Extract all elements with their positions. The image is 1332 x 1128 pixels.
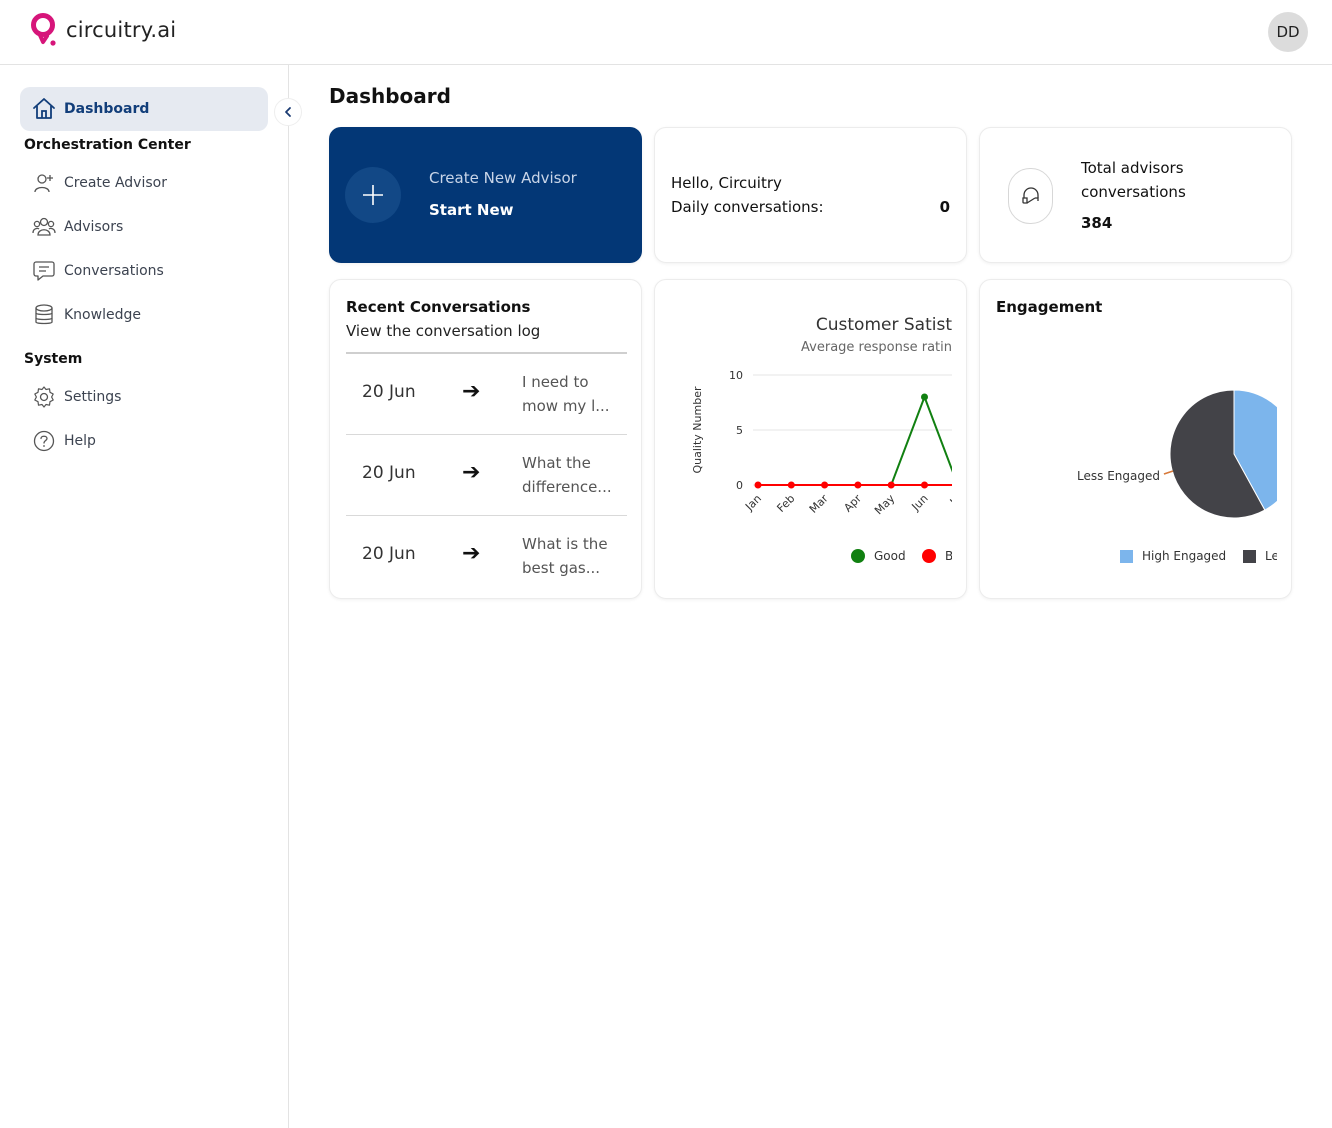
conversation-preview: I need to mow my l... bbox=[522, 373, 610, 415]
pie-slice-less-engaged bbox=[1169, 389, 1266, 519]
start-new-link[interactable]: Start New bbox=[429, 201, 514, 219]
users-icon bbox=[32, 215, 56, 239]
greeting-card: Hello, Circuitry Daily conversations: 0 bbox=[654, 127, 967, 263]
avatar[interactable]: DD bbox=[1268, 12, 1308, 52]
chart-title: Customer Satist bbox=[816, 315, 952, 335]
conversation-date: 20 Jun bbox=[362, 382, 416, 402]
legend-marker bbox=[1243, 550, 1256, 563]
x-tick-label: Feb bbox=[774, 492, 797, 515]
data-point bbox=[854, 481, 862, 489]
arrow-right-icon: ➔ bbox=[462, 460, 481, 485]
chevron-left-icon bbox=[285, 107, 291, 117]
recent-conversations-title: Recent Conversations bbox=[346, 298, 531, 316]
total-conversations-label: Total advisors conversations bbox=[1081, 159, 1186, 201]
section-title-system: System bbox=[24, 351, 83, 367]
y-tick-label: 0 bbox=[736, 479, 743, 492]
pie-data-label: Less Engaged bbox=[1077, 469, 1160, 483]
greeting-text: Hello, Circuitry bbox=[671, 174, 782, 192]
conversation-row[interactable]: 20 Jun ➔ What is the best gas... bbox=[346, 516, 627, 597]
total-conversations-value: 384 bbox=[1081, 214, 1113, 232]
x-tick-label: Jan bbox=[742, 492, 764, 514]
plus-icon bbox=[345, 167, 401, 223]
data-point bbox=[787, 481, 795, 489]
x-tick-label: Apr bbox=[841, 492, 864, 515]
sidebar-item-conversations[interactable]: Conversations bbox=[20, 249, 268, 293]
sidebar-item-label: Advisors bbox=[64, 219, 124, 235]
legend-item: Good bbox=[874, 549, 906, 563]
data-point bbox=[821, 481, 829, 489]
y-axis-label: Quality Number bbox=[691, 386, 704, 473]
pie-slice-high-engaged bbox=[1233, 389, 1277, 511]
x-tick-label: Mar bbox=[807, 492, 831, 516]
create-advisor-title: Create New Advisor bbox=[429, 169, 577, 187]
recent-conversations-card: Recent Conversations View the conversati… bbox=[329, 279, 642, 599]
sidebar-item-label: Create Advisor bbox=[64, 175, 167, 191]
x-tick-label: Ju bbox=[947, 492, 964, 509]
data-point bbox=[887, 481, 895, 489]
database-icon bbox=[32, 303, 56, 327]
create-advisor-card[interactable]: Create New Advisor Start New bbox=[329, 127, 642, 263]
arrow-right-icon: ➔ bbox=[462, 541, 481, 566]
data-point bbox=[754, 481, 762, 489]
legend-item: Le bbox=[1265, 549, 1279, 563]
sidebar-item-settings[interactable]: Settings bbox=[20, 375, 268, 419]
sidebar: Dashboard Orchestration Center Create Ad… bbox=[0, 65, 302, 1128]
y-tick-label: 10 bbox=[729, 369, 743, 382]
section-title-orchestration: Orchestration Center bbox=[24, 137, 191, 153]
label-connector bbox=[1163, 470, 1174, 475]
engagement-pie-chart: Less Engaged High Engaged Le bbox=[1077, 389, 1279, 563]
legend-marker bbox=[922, 549, 936, 563]
chat-icon bbox=[32, 259, 56, 283]
gear-icon bbox=[32, 385, 56, 409]
logo-text: circuitry.ai bbox=[66, 18, 177, 42]
sidebar-item-advisors[interactable]: Advisors bbox=[20, 205, 268, 249]
sidebar-item-dashboard[interactable]: Dashboard bbox=[20, 87, 268, 131]
arrow-right-icon: ➔ bbox=[462, 379, 481, 404]
daily-conversations-label: Daily conversations: bbox=[671, 198, 824, 216]
conversation-row[interactable]: 20 Jun ➔ What the difference... bbox=[346, 435, 627, 516]
conversation-log-link[interactable]: View the conversation log bbox=[346, 322, 541, 340]
sidebar-item-help[interactable]: Help bbox=[20, 419, 268, 463]
logo-icon bbox=[31, 13, 56, 46]
divider bbox=[346, 352, 627, 354]
x-tick-label: May bbox=[872, 492, 898, 518]
sidebar-item-label: Dashboard bbox=[64, 101, 150, 117]
y-tick-label: 5 bbox=[736, 424, 743, 437]
conversation-date: 20 Jun bbox=[362, 463, 416, 483]
chart-subtitle: Average response ratin bbox=[801, 340, 952, 355]
sidebar-item-label: Conversations bbox=[64, 263, 164, 279]
data-point bbox=[921, 393, 928, 401]
legend-marker bbox=[851, 549, 865, 563]
total-conversations-card: Total advisors conversations 384 bbox=[979, 127, 1292, 263]
conversation-preview: What is the best gas... bbox=[522, 535, 608, 577]
logo[interactable]: circuitry.ai bbox=[30, 12, 176, 48]
engagement-title: Engagement bbox=[996, 298, 1103, 316]
daily-conversations-value: 0 bbox=[939, 198, 950, 216]
sidebar-item-label: Settings bbox=[64, 389, 122, 405]
sidebar-item-label: Knowledge bbox=[64, 307, 141, 323]
series-line-good bbox=[758, 394, 952, 486]
x-tick-label: Jun bbox=[909, 492, 931, 514]
sidebar-item-create-advisor[interactable]: Create Advisor bbox=[20, 161, 268, 205]
legend-item: B bbox=[945, 549, 953, 563]
sidebar-item-knowledge[interactable]: Knowledge bbox=[20, 293, 268, 337]
legend-marker bbox=[1120, 550, 1133, 563]
top-bar: circuitry.ai DD bbox=[0, 0, 1332, 65]
collapse-sidebar-button[interactable] bbox=[274, 98, 302, 126]
user-plus-icon bbox=[32, 171, 56, 195]
sidebar-item-label: Help bbox=[64, 433, 96, 449]
conversation-row[interactable]: 20 Jun ➔ I need to mow my l... bbox=[346, 354, 627, 435]
conversation-date: 20 Jun bbox=[362, 544, 416, 564]
customer-satisfaction-card: Customer Satist Average response ratin 0 5 1… bbox=[654, 279, 967, 599]
conversation-preview: What the difference... bbox=[522, 454, 612, 496]
data-point bbox=[921, 481, 928, 489]
help-icon bbox=[32, 429, 56, 453]
engagement-card: Engagement Less Engaged High Engaged Le bbox=[979, 279, 1292, 599]
page-title: Dashboard bbox=[329, 84, 451, 108]
customer-satisfaction-chart: Customer Satist Average response ratin 0 5 1… bbox=[691, 315, 964, 563]
home-icon bbox=[32, 97, 56, 121]
headset-icon bbox=[1008, 168, 1053, 224]
legend-item: High Engaged bbox=[1142, 549, 1226, 563]
